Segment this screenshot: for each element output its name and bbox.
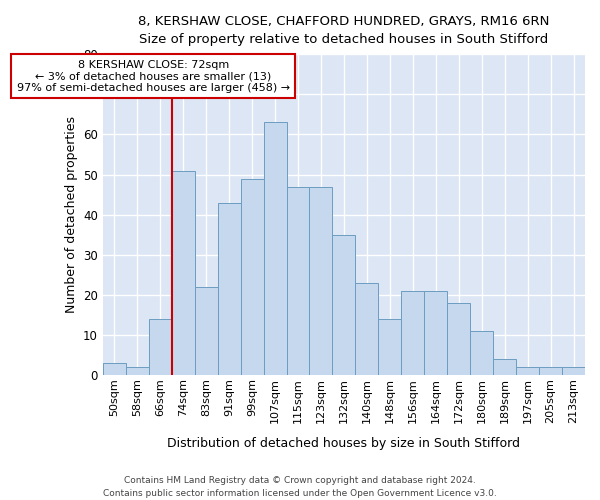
Bar <box>241 178 263 376</box>
Bar <box>149 319 172 376</box>
Bar <box>194 287 218 376</box>
Bar <box>355 283 379 376</box>
Text: Contains HM Land Registry data © Crown copyright and database right 2024.
Contai: Contains HM Land Registry data © Crown c… <box>103 476 497 498</box>
Bar <box>562 368 585 376</box>
Bar <box>103 364 126 376</box>
Text: 8 KERSHAW CLOSE: 72sqm
← 3% of detached houses are smaller (13)
97% of semi-deta: 8 KERSHAW CLOSE: 72sqm ← 3% of detached … <box>17 60 290 93</box>
Bar <box>539 368 562 376</box>
Bar <box>401 291 424 376</box>
X-axis label: Distribution of detached houses by size in South Stifford: Distribution of detached houses by size … <box>167 437 520 450</box>
Bar <box>470 331 493 376</box>
Bar <box>310 186 332 376</box>
Bar <box>218 202 241 376</box>
Y-axis label: Number of detached properties: Number of detached properties <box>65 116 77 313</box>
Bar <box>424 291 447 376</box>
Bar <box>332 235 355 376</box>
Bar <box>516 368 539 376</box>
Bar <box>287 186 310 376</box>
Bar <box>447 303 470 376</box>
Bar <box>379 319 401 376</box>
Title: 8, KERSHAW CLOSE, CHAFFORD HUNDRED, GRAYS, RM16 6RN
Size of property relative to: 8, KERSHAW CLOSE, CHAFFORD HUNDRED, GRAY… <box>138 15 550 46</box>
Bar <box>263 122 287 376</box>
Bar <box>172 170 194 376</box>
Bar <box>126 368 149 376</box>
Bar <box>493 360 516 376</box>
